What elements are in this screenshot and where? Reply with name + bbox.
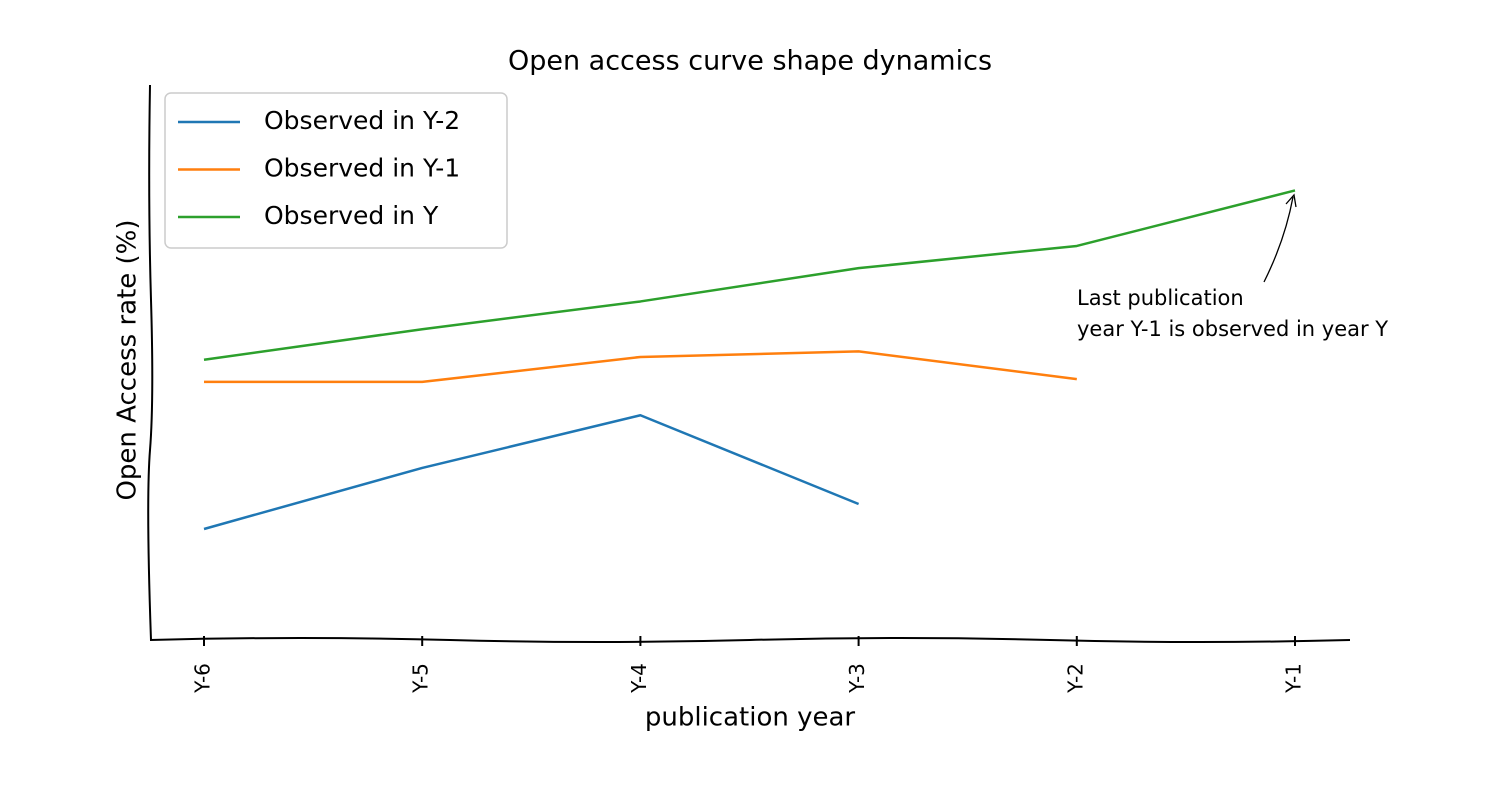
- x-tick-label: Y-4: [627, 663, 651, 694]
- annotation-arrowhead: [1285, 193, 1297, 208]
- legend-label: Observed in Y-1: [264, 154, 460, 183]
- x-axis: [149, 637, 1351, 643]
- legend-label: Observed in Y-2: [264, 106, 460, 135]
- annotation-text: year Y-1 is observed in year Y: [1077, 317, 1388, 341]
- x-tick-label: Y-6: [191, 663, 215, 694]
- y-axis-label: Open Access rate (%): [113, 219, 143, 500]
- legend-box: [164, 92, 508, 249]
- series-line: [203, 189, 1296, 361]
- chart-title: Open access curve shape dynamics: [508, 46, 992, 77]
- x-tick-label: Y-1: [1282, 663, 1306, 694]
- series-line: [203, 413, 860, 531]
- x-tick-label: Y-5: [409, 663, 433, 694]
- series-line: [204, 350, 1077, 384]
- annotation-arrow: [1263, 196, 1294, 283]
- x-tick-label: Y-2: [1063, 663, 1087, 694]
- x-tick-label: Y-3: [845, 663, 869, 694]
- annotation-text: Last publication: [1077, 286, 1244, 310]
- legend-label: Observed in Y: [264, 201, 439, 230]
- x-axis-label: publication year: [645, 703, 856, 733]
- y-axis: [147, 84, 154, 641]
